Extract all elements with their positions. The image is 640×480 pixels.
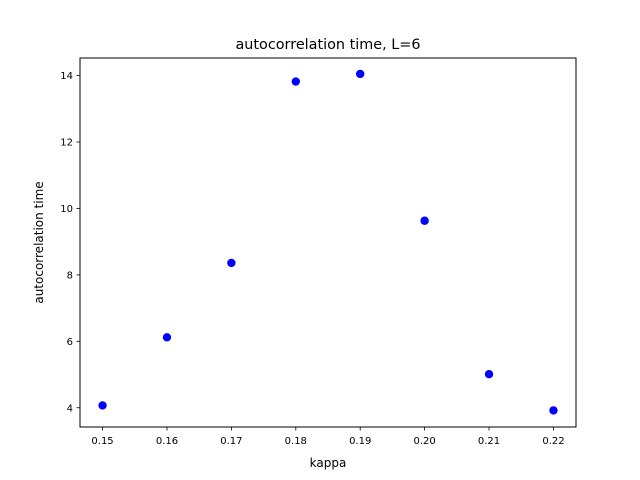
y-tick-label: 6 <box>67 337 73 348</box>
x-tick-label: 0.18 <box>285 436 307 447</box>
x-tick-label: 0.15 <box>91 436 113 447</box>
data-point <box>162 333 172 342</box>
x-tick-label: 0.17 <box>220 436 242 447</box>
data-point <box>291 77 300 86</box>
x-tick-label: 0.22 <box>542 436 564 447</box>
y-tick-label: 12 <box>60 138 73 149</box>
y-tick-label: 10 <box>60 204 73 215</box>
y-tick-label: 8 <box>67 270 73 281</box>
x-tick-label: 0.19 <box>349 436 371 447</box>
x-axis-label: kappa <box>310 456 347 470</box>
x-tick-label: 0.20 <box>413 436 435 447</box>
x-tick-label: 0.21 <box>478 436 500 447</box>
data-point <box>227 258 236 268</box>
data-point <box>484 369 494 379</box>
y-tick-label: 14 <box>60 71 73 82</box>
data-point <box>98 401 107 410</box>
data-point <box>420 216 429 225</box>
chart-title: autocorrelation time, L=6 <box>235 37 420 53</box>
data-point <box>356 69 365 79</box>
y-tick-label: 4 <box>67 403 73 414</box>
y-axis: 4 6 8 10 12 14 <box>60 71 80 414</box>
x-axis: 0.15 0.16 0.17 0.18 0.19 0.20 0.21 0.22 <box>91 427 565 447</box>
data-point <box>549 406 558 415</box>
plot-area <box>79 57 577 428</box>
data-points <box>98 69 558 415</box>
x-tick-label: 0.16 <box>156 436 178 447</box>
y-axis-label: autocorrelation time <box>32 181 46 303</box>
